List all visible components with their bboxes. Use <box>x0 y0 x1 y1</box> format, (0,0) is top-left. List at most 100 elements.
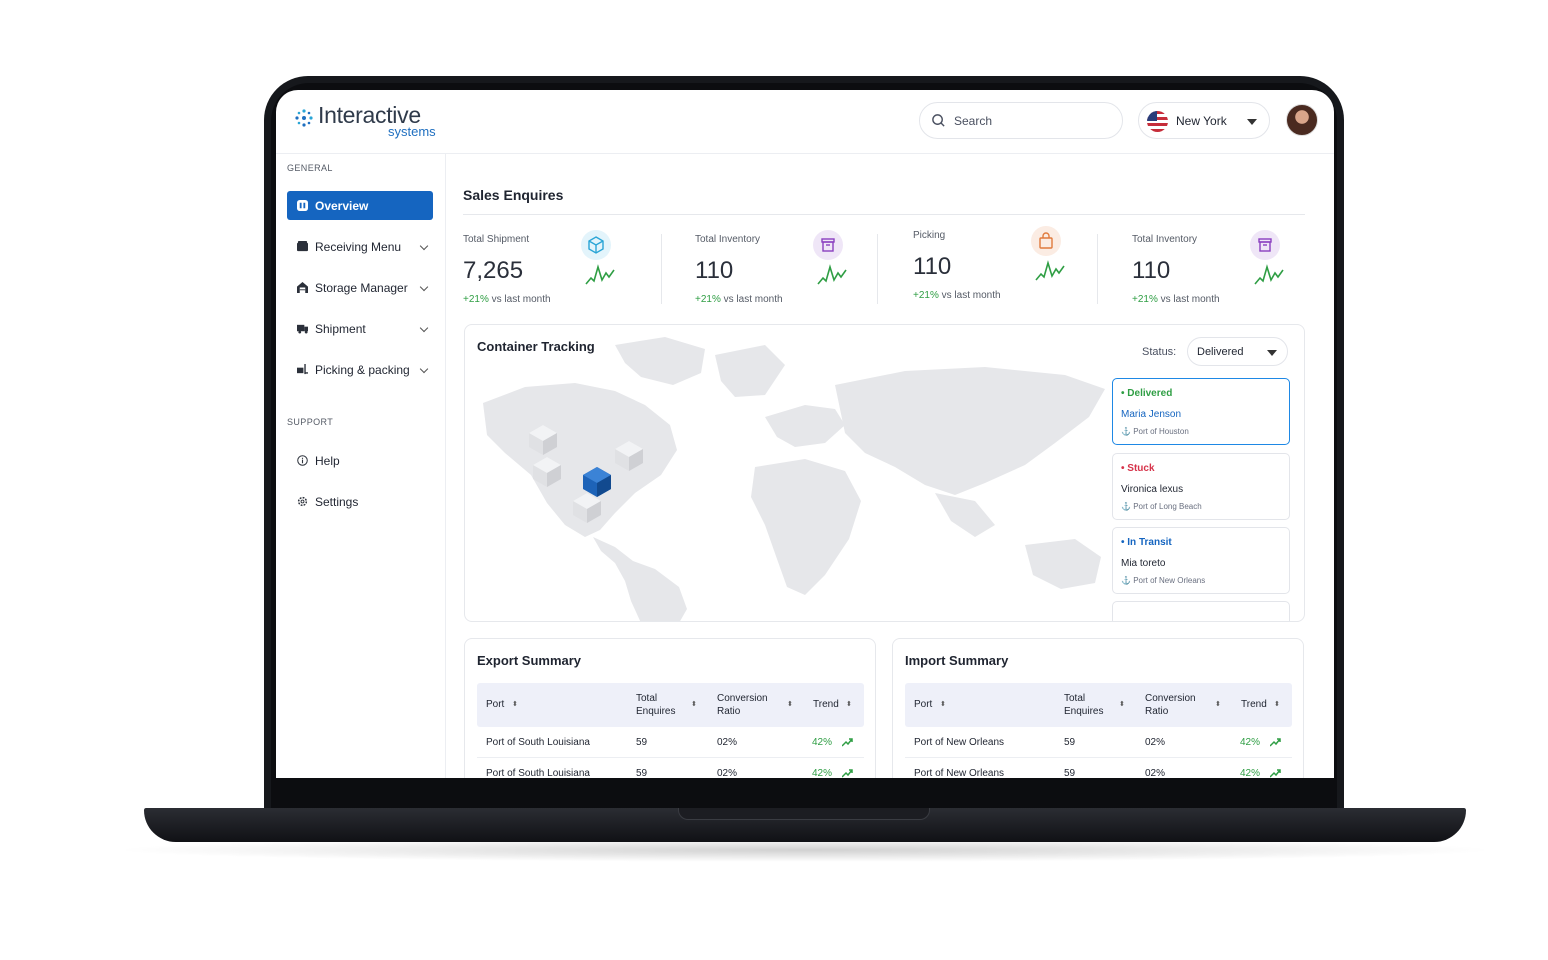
user-avatar[interactable] <box>1286 104 1318 136</box>
cell-enquires: 59 <box>636 768 648 778</box>
sort-icon[interactable]: ⬍ <box>1215 701 1221 708</box>
laptop-notch <box>678 808 930 820</box>
container-tracking-title: Container Tracking <box>477 339 595 354</box>
status-filter-value: Delivered <box>1197 346 1244 358</box>
warehouse-icon <box>297 282 308 293</box>
shipment-port: ⚓ Port of Houston <box>1121 427 1189 436</box>
shipment-port: ⚓ Port of New Orleans <box>1121 576 1206 585</box>
column-header-total-enquires[interactable]: Total Enquires <box>636 693 676 717</box>
sidebar-item-picking-packing[interactable]: Picking & packing <box>287 355 433 384</box>
sparkline-icon <box>817 264 847 285</box>
container-marker[interactable] <box>533 457 561 487</box>
column-header-port[interactable]: Port <box>914 699 933 710</box>
cell-enquires: 59 <box>1064 768 1076 778</box>
kpi-card: Total Inventory 110 +21% vs last month <box>695 230 875 314</box>
sidebar-item-label: Shipment <box>315 322 366 336</box>
kpi-label: Total Inventory <box>695 234 761 245</box>
shipment-card[interactable]: • Delivered Maria Jenson ⚓ Port of Houst… <box>1112 378 1290 445</box>
laptop-shadow <box>110 838 1500 862</box>
shipment-card[interactable] <box>1112 601 1290 621</box>
shipment-status: • Delivered <box>1121 388 1173 399</box>
table-header: Port ⬍ Total Enquires ⬍ Conversion Ratio… <box>477 683 864 727</box>
kpi-delta: +21% vs last month <box>463 294 551 305</box>
table-row[interactable]: Port of New Orleans 59 02% 42% <box>905 727 1292 758</box>
cell-trend: 42% <box>812 737 833 748</box>
table-row[interactable]: Port of South Louisiana 59 02% 42% <box>477 727 864 758</box>
status-filter-select[interactable]: Delivered <box>1187 337 1288 366</box>
export-summary-panel: Export Summary Port ⬍ Total Enquires ⬍ C… <box>464 638 876 778</box>
column-header-total-enquires[interactable]: Total Enquires <box>1064 693 1104 717</box>
sort-icon[interactable]: ⬍ <box>846 701 852 708</box>
cell-trend: 42% <box>1240 768 1261 778</box>
sidebar-section-support: SUPPORT <box>287 417 334 427</box>
sort-icon[interactable]: ⬍ <box>512 701 518 708</box>
kpi-label: Total Inventory <box>1132 234 1198 245</box>
container-tracking-panel: Container Tracking Status: Delivered • D… <box>464 324 1305 622</box>
brand-subname: systems <box>388 124 436 139</box>
cell-port: Port of South Louisiana <box>486 768 590 778</box>
trend-up-icon <box>842 738 853 747</box>
shipment-card[interactable]: • In Transit Mia toreto ⚓ Port of New Or… <box>1112 527 1290 594</box>
container-marker[interactable] <box>615 441 643 471</box>
column-header-trend[interactable]: Trend <box>1241 699 1267 710</box>
search-input[interactable]: Search <box>919 102 1123 139</box>
shipment-status: • Stuck <box>1121 463 1155 474</box>
kpi-delta: +21% vs last month <box>695 294 783 305</box>
shipment-customer: Mia toreto <box>1121 558 1166 569</box>
trend-up-icon <box>1270 769 1281 778</box>
sidebar-item-help[interactable]: Help <box>287 446 433 475</box>
page-title: Sales Enquires <box>463 187 564 203</box>
sidebar-item-label: Storage Manager <box>315 281 408 295</box>
table-row[interactable]: Port of New Orleans 59 02% 42% <box>905 758 1292 778</box>
export-summary-title: Export Summary <box>477 653 582 668</box>
cell-enquires: 59 <box>636 737 648 748</box>
info-icon <box>297 455 308 466</box>
gear-icon <box>297 496 308 507</box>
shipment-card[interactable]: • Stuck Vironica lexus ⚓ Port of Long Be… <box>1112 453 1290 520</box>
shipment-port: ⚓ Port of Long Beach <box>1121 502 1202 511</box>
shipment-customer: Maria Jenson <box>1121 409 1182 420</box>
cell-ratio: 02% <box>1145 737 1166 748</box>
container-marker[interactable] <box>573 493 601 523</box>
sort-icon[interactable]: ⬍ <box>1119 701 1125 708</box>
world-map[interactable] <box>465 325 1305 622</box>
cube-icon <box>581 230 611 260</box>
location-select[interactable]: New York <box>1138 102 1270 139</box>
chevron-down-icon <box>419 364 429 374</box>
sort-icon[interactable]: ⬍ <box>940 701 946 708</box>
column-header-conversion-ratio[interactable]: Conversion Ratio <box>717 693 768 717</box>
location-value: New York <box>1176 114 1227 128</box>
sort-icon[interactable]: ⬍ <box>691 701 697 708</box>
container-marker[interactable] <box>529 425 557 455</box>
sort-icon[interactable]: ⬍ <box>787 701 793 708</box>
sidebar-item-storage-manager[interactable]: Storage Manager <box>287 273 433 302</box>
sidebar-item-shipment[interactable]: Shipment <box>287 314 433 343</box>
sort-icon[interactable]: ⬍ <box>1274 701 1280 708</box>
cell-ratio: 02% <box>717 768 738 778</box>
column-header-port[interactable]: Port <box>486 699 505 710</box>
sidebar-item-label: Settings <box>315 495 359 509</box>
app-screen: Interactive systems Search New York GENE… <box>276 90 1334 778</box>
sidebar: GENERAL Overview Receiving Menu Storage … <box>276 154 446 778</box>
sidebar-section-general: GENERAL <box>287 163 333 173</box>
column-header-conversion-ratio[interactable]: Conversion Ratio <box>1145 693 1196 717</box>
kpi-value: 110 <box>913 253 952 280</box>
bag-icon <box>1031 226 1061 256</box>
trend-up-icon <box>1270 738 1281 747</box>
kpi-card: Total Shipment 7,265 +21% vs last month <box>463 230 643 314</box>
sidebar-item-label: Help <box>315 454 340 468</box>
table-row[interactable]: Port of South Louisiana 59 02% 42% <box>477 758 864 778</box>
sidebar-item-receiving-menu[interactable]: Receiving Menu <box>287 232 433 261</box>
sidebar-item-label: Receiving Menu <box>315 240 402 254</box>
kpi-card: Total Inventory 110 +21% vs last month <box>1132 230 1312 314</box>
main-content: Sales Enquires Total Shipment 7,265 +21%… <box>447 154 1334 778</box>
chevron-down-icon <box>419 241 429 251</box>
container-marker-selected[interactable] <box>583 467 611 497</box>
cell-port: Port of New Orleans <box>914 768 1005 778</box>
column-header-trend[interactable]: Trend <box>813 699 839 710</box>
sidebar-item-settings[interactable]: Settings <box>287 487 433 516</box>
cell-port: Port of New Orleans <box>914 737 1005 748</box>
sidebar-item-overview[interactable]: Overview <box>287 191 433 220</box>
caret-down-icon <box>1247 119 1257 125</box>
